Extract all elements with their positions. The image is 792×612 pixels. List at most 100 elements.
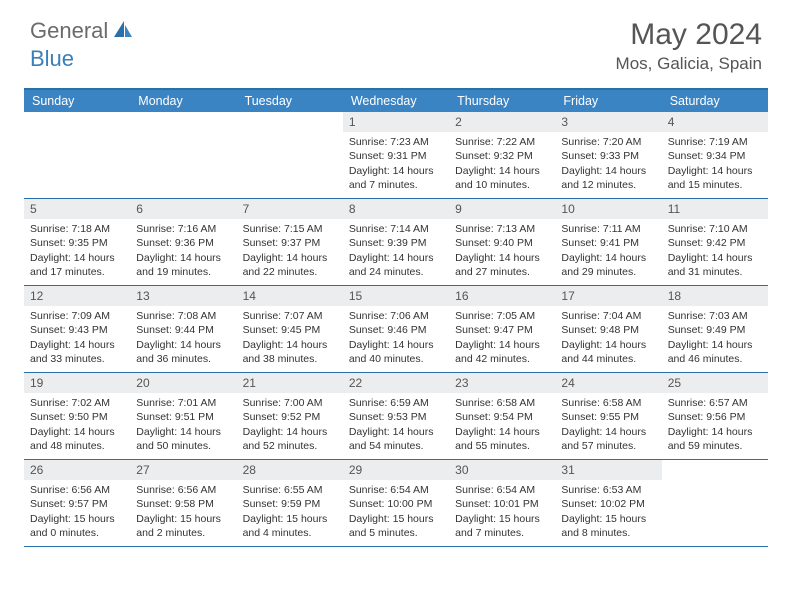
sunset-line: Sunset: 9:39 PM [349,236,443,250]
day-number: 29 [343,460,449,480]
day-number: 3 [555,112,661,132]
calendar-day: 13Sunrise: 7:08 AMSunset: 9:44 PMDayligh… [130,286,236,372]
sunset-line: Sunset: 9:48 PM [561,323,655,337]
calendar-day: 10Sunrise: 7:11 AMSunset: 9:41 PMDayligh… [555,199,661,285]
calendar-week: 26Sunrise: 6:56 AMSunset: 9:57 PMDayligh… [24,460,768,547]
sunrise-line: Sunrise: 7:18 AM [30,222,124,236]
calendar-day: 14Sunrise: 7:07 AMSunset: 9:45 PMDayligh… [237,286,343,372]
daylight-line: Daylight: 14 hours and 50 minutes. [136,425,230,453]
calendar-day [130,112,236,198]
calendar-day: 12Sunrise: 7:09 AMSunset: 9:43 PMDayligh… [24,286,130,372]
day-content: Sunrise: 7:18 AMSunset: 9:35 PMDaylight:… [24,222,130,283]
day-number: 15 [343,286,449,306]
daylight-line: Daylight: 14 hours and 10 minutes. [455,164,549,192]
calendar-day: 16Sunrise: 7:05 AMSunset: 9:47 PMDayligh… [449,286,555,372]
daylight-line: Daylight: 14 hours and 29 minutes. [561,251,655,279]
daylight-line: Daylight: 14 hours and 44 minutes. [561,338,655,366]
sunrise-line: Sunrise: 7:04 AM [561,309,655,323]
daylight-line: Daylight: 14 hours and 7 minutes. [349,164,443,192]
weekday-header: Friday [555,90,661,112]
day-content: Sunrise: 6:54 AMSunset: 10:00 PMDaylight… [343,483,449,544]
day-number: 23 [449,373,555,393]
sunrise-line: Sunrise: 6:55 AM [243,483,337,497]
sunrise-line: Sunrise: 6:56 AM [30,483,124,497]
calendar-day: 31Sunrise: 6:53 AMSunset: 10:02 PMDaylig… [555,460,661,546]
sunrise-line: Sunrise: 6:53 AM [561,483,655,497]
day-number: 2 [449,112,555,132]
calendar-day [24,112,130,198]
daylight-line: Daylight: 14 hours and 33 minutes. [30,338,124,366]
calendar-header-row: SundayMondayTuesdayWednesdayThursdayFrid… [24,90,768,112]
calendar-day: 3Sunrise: 7:20 AMSunset: 9:33 PMDaylight… [555,112,661,198]
logo-sail-icon [112,19,134,44]
calendar: SundayMondayTuesdayWednesdayThursdayFrid… [24,88,768,547]
daylight-line: Daylight: 14 hours and 46 minutes. [668,338,762,366]
calendar-day: 28Sunrise: 6:55 AMSunset: 9:59 PMDayligh… [237,460,343,546]
sunrise-line: Sunrise: 7:23 AM [349,135,443,149]
sunrise-line: Sunrise: 6:54 AM [455,483,549,497]
page-header: General May 2024 Mos, Galicia, Spain [0,0,792,82]
daylight-line: Daylight: 14 hours and 27 minutes. [455,251,549,279]
sunrise-line: Sunrise: 7:11 AM [561,222,655,236]
sunset-line: Sunset: 9:53 PM [349,410,443,424]
sunset-line: Sunset: 9:42 PM [668,236,762,250]
sunset-line: Sunset: 9:34 PM [668,149,762,163]
logo: General [30,18,136,44]
sunset-line: Sunset: 10:00 PM [349,497,443,511]
daylight-line: Daylight: 14 hours and 19 minutes. [136,251,230,279]
day-content: Sunrise: 7:14 AMSunset: 9:39 PMDaylight:… [343,222,449,283]
day-content: Sunrise: 7:10 AMSunset: 9:42 PMDaylight:… [662,222,768,283]
day-number: 19 [24,373,130,393]
sunset-line: Sunset: 9:57 PM [30,497,124,511]
calendar-day: 6Sunrise: 7:16 AMSunset: 9:36 PMDaylight… [130,199,236,285]
calendar-day: 27Sunrise: 6:56 AMSunset: 9:58 PMDayligh… [130,460,236,546]
day-number: 11 [662,199,768,219]
weekday-header: Wednesday [343,90,449,112]
daylight-line: Daylight: 15 hours and 5 minutes. [349,512,443,540]
sunrise-line: Sunrise: 6:57 AM [668,396,762,410]
day-number: 5 [24,199,130,219]
sunrise-line: Sunrise: 7:16 AM [136,222,230,236]
daylight-line: Daylight: 14 hours and 59 minutes. [668,425,762,453]
sunset-line: Sunset: 9:50 PM [30,410,124,424]
day-content: Sunrise: 7:02 AMSunset: 9:50 PMDaylight:… [24,396,130,457]
calendar-day: 30Sunrise: 6:54 AMSunset: 10:01 PMDaylig… [449,460,555,546]
daylight-line: Daylight: 15 hours and 2 minutes. [136,512,230,540]
daylight-line: Daylight: 14 hours and 40 minutes. [349,338,443,366]
logo-blue-wrap: Blue [30,46,74,72]
sunset-line: Sunset: 9:47 PM [455,323,549,337]
day-content: Sunrise: 6:55 AMSunset: 9:59 PMDaylight:… [237,483,343,544]
daylight-line: Daylight: 15 hours and 7 minutes. [455,512,549,540]
daylight-line: Daylight: 15 hours and 4 minutes. [243,512,337,540]
calendar-day: 1Sunrise: 7:23 AMSunset: 9:31 PMDaylight… [343,112,449,198]
day-number: 12 [24,286,130,306]
sunrise-line: Sunrise: 6:54 AM [349,483,443,497]
daylight-line: Daylight: 14 hours and 24 minutes. [349,251,443,279]
sunset-line: Sunset: 9:43 PM [30,323,124,337]
day-number: 27 [130,460,236,480]
sunrise-line: Sunrise: 6:59 AM [349,396,443,410]
day-content: Sunrise: 6:53 AMSunset: 10:02 PMDaylight… [555,483,661,544]
calendar-day: 22Sunrise: 6:59 AMSunset: 9:53 PMDayligh… [343,373,449,459]
day-number: 25 [662,373,768,393]
daylight-line: Daylight: 14 hours and 42 minutes. [455,338,549,366]
calendar-day: 2Sunrise: 7:22 AMSunset: 9:32 PMDaylight… [449,112,555,198]
daylight-line: Daylight: 14 hours and 31 minutes. [668,251,762,279]
daylight-line: Daylight: 14 hours and 57 minutes. [561,425,655,453]
day-number: 8 [343,199,449,219]
day-content: Sunrise: 7:06 AMSunset: 9:46 PMDaylight:… [343,309,449,370]
day-number: 10 [555,199,661,219]
calendar-week: 1Sunrise: 7:23 AMSunset: 9:31 PMDaylight… [24,112,768,199]
day-number: 4 [662,112,768,132]
location-subtitle: Mos, Galicia, Spain [616,54,762,74]
daylight-line: Daylight: 14 hours and 22 minutes. [243,251,337,279]
weekday-header: Thursday [449,90,555,112]
sunrise-line: Sunrise: 7:06 AM [349,309,443,323]
sunset-line: Sunset: 9:54 PM [455,410,549,424]
day-content: Sunrise: 7:19 AMSunset: 9:34 PMDaylight:… [662,135,768,196]
day-number: 7 [237,199,343,219]
day-content: Sunrise: 6:57 AMSunset: 9:56 PMDaylight:… [662,396,768,457]
sunset-line: Sunset: 9:49 PM [668,323,762,337]
calendar-day: 8 Sunrise: 7:14 AMSunset: 9:39 PMDaylight… [343,199,449,285]
sunrise-line: Sunrise: 6:58 AM [561,396,655,410]
